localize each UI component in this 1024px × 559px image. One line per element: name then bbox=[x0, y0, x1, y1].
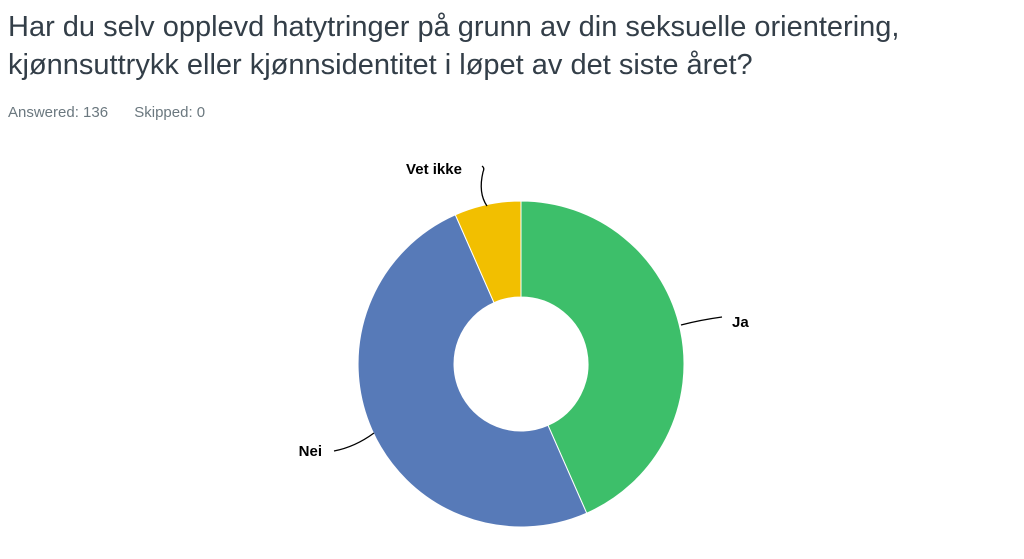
leader-line-vet-ikke bbox=[480, 165, 488, 207]
slice-label-nei: Nei bbox=[299, 443, 322, 460]
question-title-line-2: kjønnsuttrykk eller kjønnsidentitet i lø… bbox=[8, 49, 753, 81]
response-stats: Answered: 136 Skipped: 0 bbox=[8, 104, 227, 121]
question-title: Har du selv opplevd hatytringer på grunn… bbox=[8, 8, 1018, 84]
skipped-count: Skipped: 0 bbox=[134, 104, 206, 121]
leader-line-ja bbox=[680, 316, 723, 326]
slice-vet-ikke[interactable] bbox=[454, 200, 522, 304]
answered-count: Answered: 136 bbox=[8, 104, 109, 121]
leader-line-nei bbox=[333, 432, 375, 452]
slice-label-ja: Ja bbox=[732, 314, 749, 331]
slice-nei[interactable] bbox=[357, 214, 588, 528]
slice-ja[interactable] bbox=[520, 200, 685, 514]
question-title-line-1: Har du selv opplevd hatytringer på grunn… bbox=[8, 11, 900, 43]
slice-label-vet-ikke: Vet ikke bbox=[406, 161, 462, 178]
